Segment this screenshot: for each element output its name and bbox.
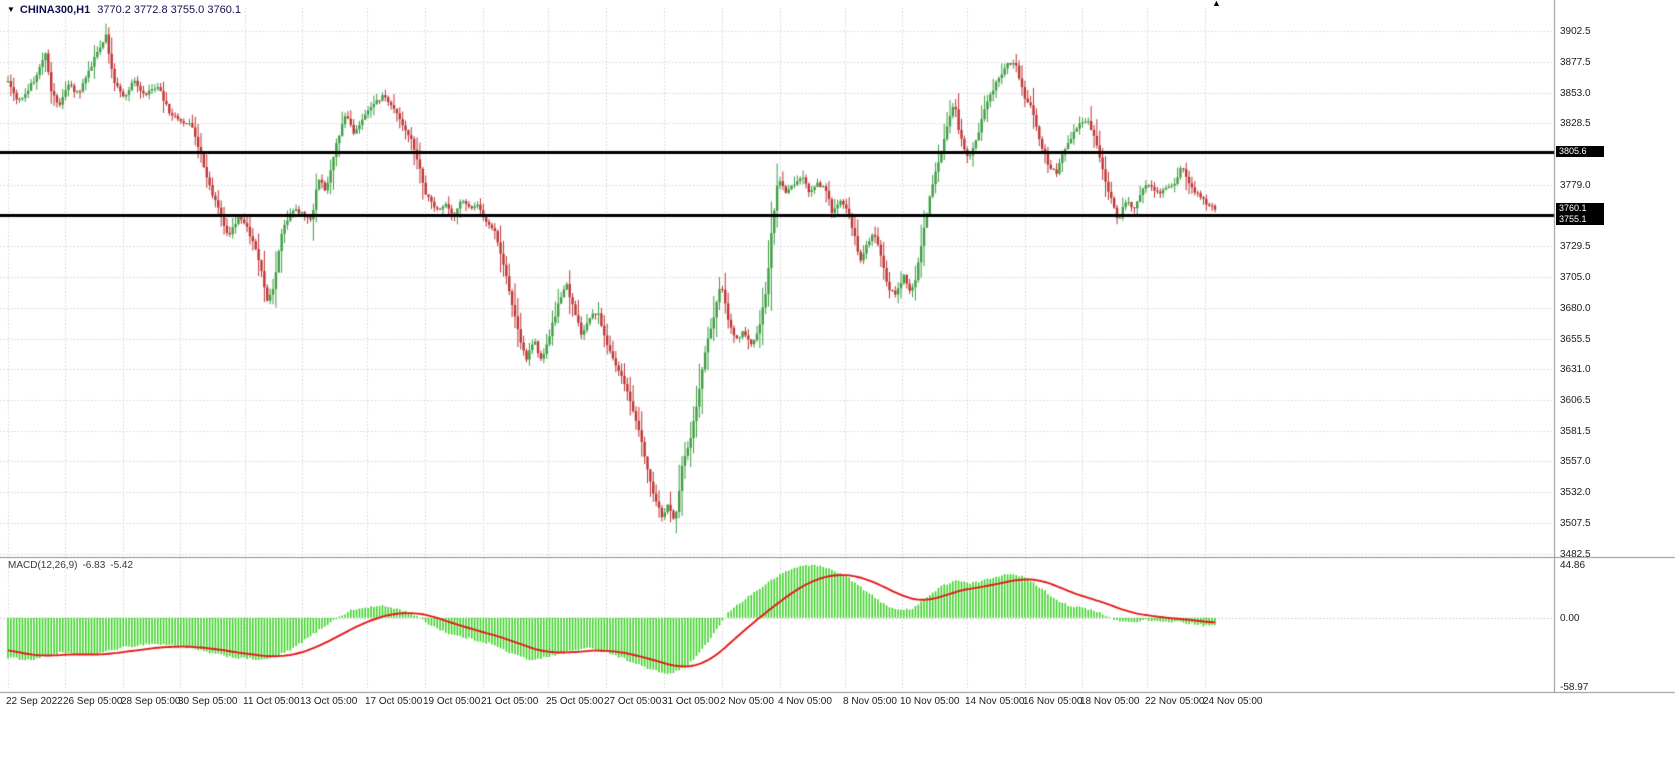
macd-signal-value: -5.42 xyxy=(110,560,134,571)
quick-trade-dropdown-icon[interactable]: ▼ xyxy=(7,5,15,14)
macd-indicator-label: MACD(12,26,9) -6.83 -5.42 xyxy=(8,560,138,571)
chart-title: ▼ CHINA300,H1 3770.2 3772.8 3755.0 3760.1 xyxy=(7,4,241,16)
chart-shift-icon[interactable]: ▲ xyxy=(1212,0,1221,8)
ohlc-values: 3770.2 3772.8 3755.0 3760.1 xyxy=(97,4,241,16)
macd-main-value: -6.83 xyxy=(82,560,106,571)
symbol-timeframe-label: CHINA300,H1 xyxy=(19,4,91,16)
macd-name: MACD(12,26,9) xyxy=(8,560,78,571)
